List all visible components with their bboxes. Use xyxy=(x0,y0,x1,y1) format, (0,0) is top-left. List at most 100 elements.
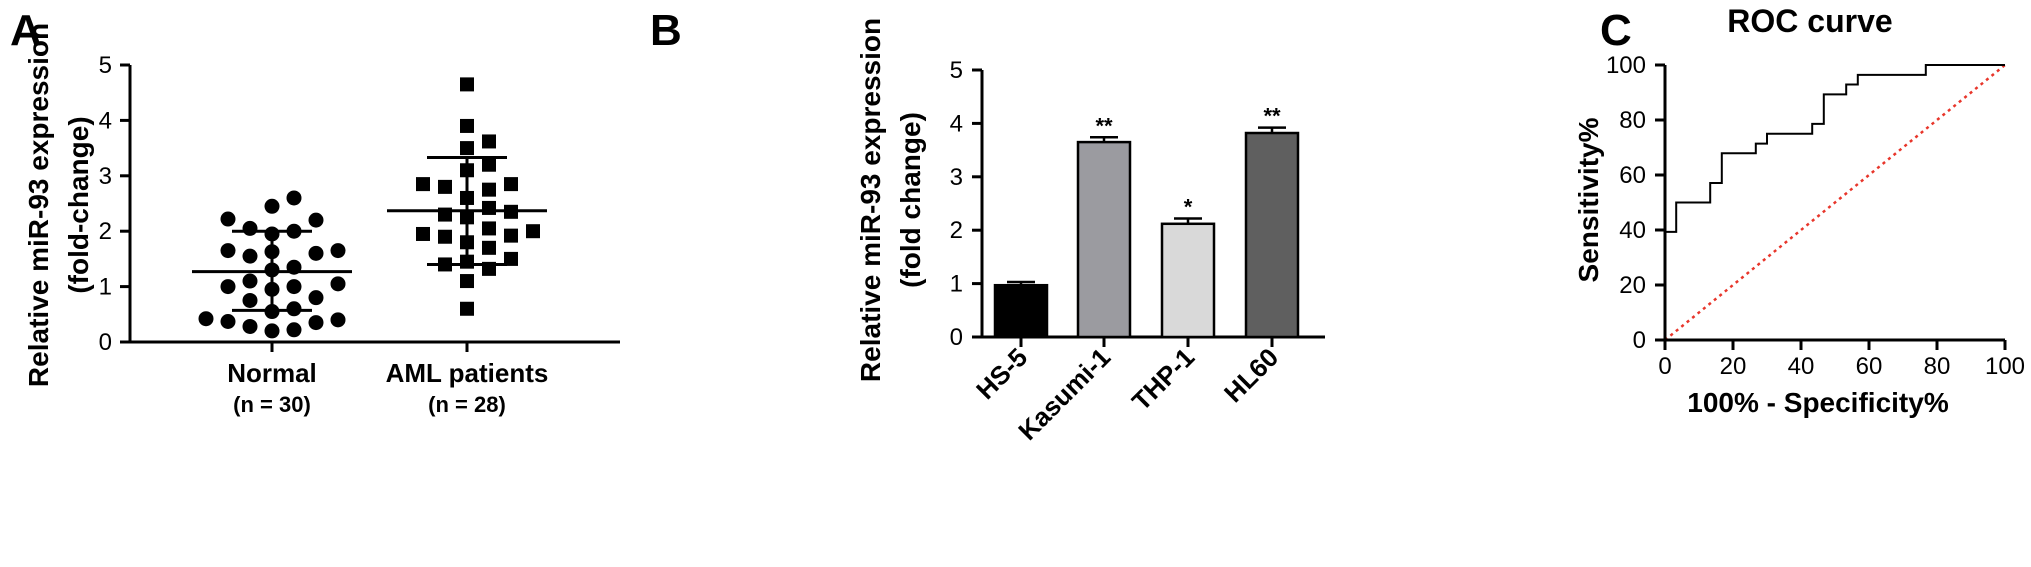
panel-b-y-tick-label: 4 xyxy=(950,110,963,137)
panel-a-point-aml-patients xyxy=(460,274,474,289)
panel-a-y-tick-label: 1 xyxy=(99,274,112,301)
panel-c-diagonal-line xyxy=(1664,64,2006,341)
panel-a-point-aml-patients xyxy=(482,240,496,255)
panel-a-point-aml-patients xyxy=(460,118,474,133)
panel-c-title: ROC curve xyxy=(1727,3,1892,39)
panel-c-roc-chart: C ROC curve Sensitivity% 100% - Specific… xyxy=(1573,3,2025,418)
panel-a-y-axis-subtitle: (fold-change) xyxy=(63,116,94,293)
panel-a-point-normal xyxy=(308,212,324,228)
panel-a-x-ticks xyxy=(270,342,469,352)
panel-a-point-aml-patients xyxy=(504,177,518,192)
panel-a-point-normal xyxy=(220,243,236,259)
panel-a-point-normal xyxy=(220,211,236,227)
panel-c-y-tick-label: 40 xyxy=(1619,217,1646,244)
panel-a-point-aml-patients xyxy=(504,251,518,266)
panel-a-point-normal xyxy=(330,312,346,328)
panel-a-point-aml-patients xyxy=(526,224,540,239)
panel-a-point-aml-patients xyxy=(482,157,496,172)
panel-c-x-ticks: 0 20 40 60 80 100 xyxy=(1658,340,2025,380)
panel-b-significance-hl60: ** xyxy=(1263,104,1281,129)
panel-a-n-normal: (n = 30) xyxy=(233,392,311,417)
panel-a-y-tick-label: 0 xyxy=(99,329,112,356)
panel-a-point-aml-patients xyxy=(416,226,430,241)
panel-a-point-normal xyxy=(242,220,258,236)
panel-a-point-normal xyxy=(330,276,346,292)
panel-a-point-aml-patients xyxy=(482,134,496,149)
panel-a-point-normal xyxy=(308,245,324,261)
panel-a-point-normal xyxy=(242,318,258,334)
panel-a-point-normal xyxy=(242,292,258,308)
panel-a-point-aml-patients xyxy=(482,200,496,215)
panel-a-point-normal xyxy=(286,279,302,295)
panel-b-significance-thp-1: * xyxy=(1184,194,1193,219)
panel-a-category-aml: AML patients xyxy=(386,358,549,388)
panel-a-point-aml-patients xyxy=(438,179,452,194)
panel-a-point-normal xyxy=(330,243,346,259)
panel-b-y-axis-subtitle: (fold change) xyxy=(895,112,926,288)
panel-a-y-tick-label: 2 xyxy=(99,218,112,245)
panel-a-y-tick-label: 4 xyxy=(99,107,112,134)
panel-c-y-tick-label: 0 xyxy=(1633,327,1646,354)
panel-a-point-aml-patients xyxy=(460,141,474,156)
panel-a-point-normal xyxy=(242,273,258,289)
panel-c-x-tick-label: 20 xyxy=(1720,353,1747,380)
panel-a-y-ticks: 0 1 2 3 4 5 xyxy=(99,52,130,356)
panel-a-point-aml-patients xyxy=(438,229,452,244)
panel-c-x-tick-label: 60 xyxy=(1856,353,1883,380)
panel-a-category-normal: Normal xyxy=(227,358,317,388)
panel-a-point-normal xyxy=(264,198,280,214)
panel-a-y-tick-label: 3 xyxy=(99,163,112,190)
panel-b-y-tick-label: 2 xyxy=(950,217,963,244)
panel-a-point-normal xyxy=(286,190,302,206)
panel-a-scatter-chart: A Relative miR-93 expression (fold-chang… xyxy=(10,6,620,417)
panel-c-x-tick-label: 80 xyxy=(1924,353,1951,380)
panel-b-bars: ***** xyxy=(993,104,1300,339)
panel-c-y-tick-label: 20 xyxy=(1619,272,1646,299)
panel-b-letter: B xyxy=(650,6,682,55)
panel-b-y-tick-label: 1 xyxy=(950,271,963,298)
panel-b-bar-chart: B Relative miR-93 expression (fold chang… xyxy=(650,6,1325,446)
panel-b-x-tick-label-kasumi-1: Kasumi-1 xyxy=(1012,342,1116,446)
panel-b-x-tick-label-hs-5: HS-5 xyxy=(970,342,1033,405)
panel-b-y-tick-label: 0 xyxy=(950,324,963,351)
panel-a-point-aml-patients xyxy=(416,177,430,192)
panel-b-bar-hl60 xyxy=(1244,131,1300,339)
panel-c-letter: C xyxy=(1600,6,1632,55)
panel-a-point-normal xyxy=(308,315,324,331)
panel-c-y-tick-label: 80 xyxy=(1619,107,1646,134)
panel-b-significance-kasumi-1: ** xyxy=(1095,113,1113,138)
panel-c-y-tick-label: 100 xyxy=(1606,52,1646,79)
panel-b-x-tick-label-thp-1: THP-1 xyxy=(1126,342,1200,416)
panel-c-y-tick-label: 60 xyxy=(1619,162,1646,189)
panel-a-y-axis-title: Relative miR-93 expression xyxy=(23,23,54,387)
panel-a-point-normal xyxy=(220,279,236,295)
panel-a-mean-sd-bars xyxy=(192,156,547,312)
panel-a-point-normal xyxy=(198,311,214,327)
panel-b-y-tick-label: 3 xyxy=(950,164,963,191)
panel-c-reference-line xyxy=(1664,64,2006,341)
panel-b-bar-thp-1 xyxy=(1160,222,1216,339)
panel-a-point-aml-patients xyxy=(460,77,474,92)
panel-a-point-aml-patients xyxy=(460,301,474,316)
panel-a-points xyxy=(198,77,540,339)
panel-c-x-tick-label: 0 xyxy=(1658,353,1671,380)
panel-a-point-normal xyxy=(286,322,302,338)
panel-a-point-normal xyxy=(264,323,280,339)
panel-b-y-tick-label: 5 xyxy=(950,57,963,84)
panel-a-letter: A xyxy=(10,6,42,55)
panel-c-x-axis-title: 100% - Specificity% xyxy=(1687,387,1949,418)
panel-a-point-aml-patients xyxy=(482,182,496,197)
panel-c-roc-curve xyxy=(1664,64,2005,340)
panel-a-point-aml-patients xyxy=(482,221,496,236)
panel-b-x-tick-label-hl60: HL60 xyxy=(1218,342,1284,408)
panel-c-x-tick-label: 100 xyxy=(1985,353,2025,380)
panel-b-bar-kasumi-1 xyxy=(1076,140,1132,339)
panel-a-y-tick-label: 5 xyxy=(99,52,112,79)
panel-b-y-axis-title: Relative miR-93 expression xyxy=(855,18,886,382)
panel-a-point-normal xyxy=(308,290,324,306)
panel-a-n-aml: (n = 28) xyxy=(428,392,506,417)
panel-a-point-normal xyxy=(242,248,258,264)
panel-a-point-aml-patients xyxy=(504,228,518,243)
